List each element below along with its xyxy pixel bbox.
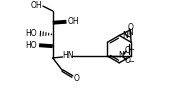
Text: HO: HO	[25, 41, 37, 50]
Text: O: O	[127, 23, 133, 32]
Text: O: O	[73, 74, 79, 83]
Text: OH: OH	[30, 1, 42, 10]
Text: +: +	[122, 51, 126, 56]
Text: −: −	[128, 59, 134, 65]
Text: O: O	[125, 46, 131, 55]
Text: −: −	[128, 47, 134, 53]
Text: N: N	[119, 51, 124, 60]
Text: OH: OH	[67, 17, 79, 26]
Text: O: O	[125, 56, 131, 65]
Text: N: N	[122, 31, 128, 40]
Text: N: N	[128, 28, 133, 37]
Text: HN: HN	[63, 52, 74, 60]
Text: HO: HO	[25, 29, 37, 38]
